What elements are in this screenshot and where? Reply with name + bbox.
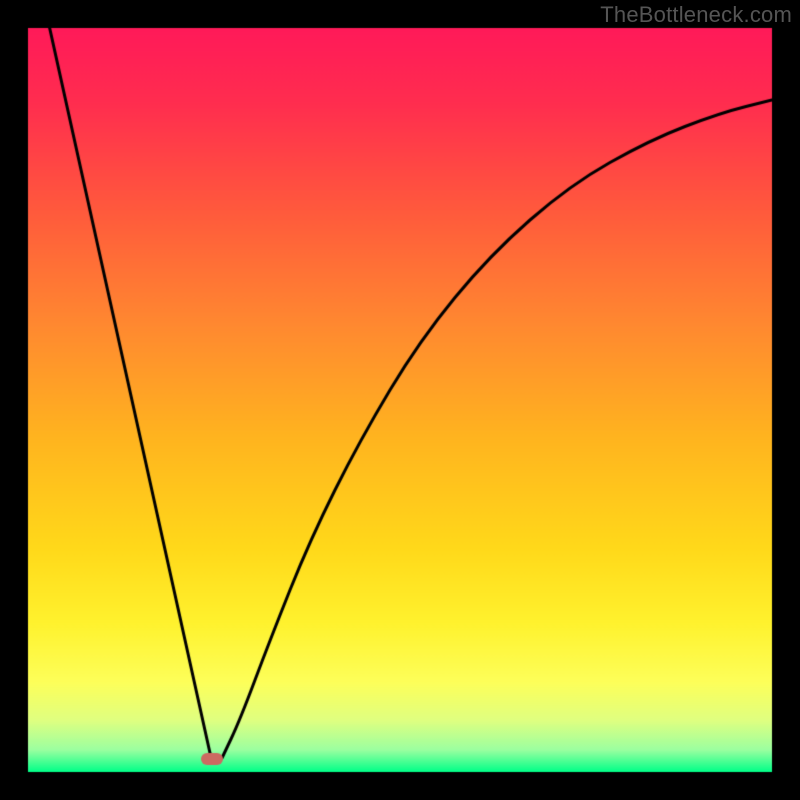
- bottleneck-curve-chart: [0, 0, 800, 800]
- watermark-label: TheBottleneck.com: [600, 2, 792, 28]
- chart-container: TheBottleneck.com: [0, 0, 800, 800]
